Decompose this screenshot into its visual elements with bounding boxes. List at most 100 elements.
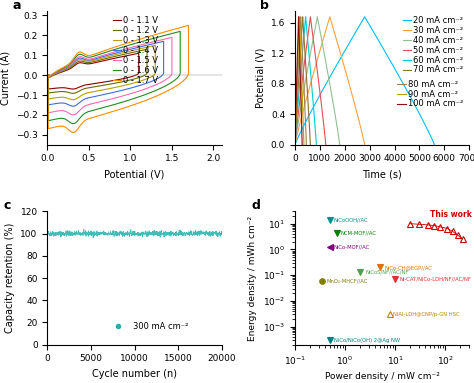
Text: NiCo-CH@EGP//AC: NiCo-CH@EGP//AC	[384, 265, 432, 270]
Text: NiCoOOH//AC: NiCoOOH//AC	[334, 218, 369, 223]
Line: 0 - 1.5 V: 0 - 1.5 V	[47, 38, 172, 115]
Y-axis label: Current (A): Current (A)	[0, 51, 10, 105]
0 - 1.5 V	[99, 99, 105, 103]
Text: b: b	[260, 0, 269, 12]
0 - 1.6 V	[103, 105, 109, 109]
Y-axis label: Potential (V): Potential (V)	[255, 48, 265, 108]
0 - 1.7 V	[159, 31, 164, 35]
0 - 1.7 V	[133, 102, 138, 106]
0 - 1.3 V	[88, 90, 94, 95]
0 - 1.5 V	[169, 35, 175, 40]
0 - 1.7 V	[101, 112, 107, 116]
0 - 1.1 V	[45, 73, 50, 77]
0 - 1.1 V	[63, 68, 69, 73]
0 - 1.2 V	[88, 85, 94, 90]
0 - 1.5 V	[155, 39, 160, 43]
0 - 1.2 V	[144, 47, 150, 52]
0 - 1.7 V	[45, 73, 50, 77]
Y-axis label: Capacity retention (%): Capacity retention (%)	[5, 223, 15, 333]
Text: NiCo/NiCo(OH) 2@Ag NW: NiCo/NiCo(OH) 2@Ag NW	[334, 338, 400, 343]
0 - 1.6 V	[128, 97, 133, 102]
0 - 1.1 V	[125, 53, 131, 58]
0 - 1.3 V	[153, 43, 158, 47]
Line: 0 - 1.4 V: 0 - 1.4 V	[47, 41, 164, 106]
0 - 1.7 V	[70, 130, 76, 135]
0 - 1.1 V	[82, 83, 87, 88]
0 - 1.6 V	[70, 121, 76, 126]
X-axis label: Power density / mW cm⁻²: Power density / mW cm⁻²	[325, 372, 439, 381]
0 - 1.3 V	[70, 97, 76, 102]
Line: 0 - 1.2 V: 0 - 1.2 V	[47, 49, 147, 93]
0 - 1.7 V	[45, 73, 50, 77]
0 - 1.3 V	[67, 65, 73, 70]
0 - 1.2 V	[125, 51, 131, 56]
0 - 1.1 V	[45, 73, 50, 77]
Text: c: c	[4, 199, 11, 212]
0 - 1.6 V	[45, 73, 50, 77]
0 - 1.6 V	[162, 33, 167, 38]
0 - 1.6 V	[98, 106, 104, 111]
X-axis label: Cycle number (n): Cycle number (n)	[92, 369, 177, 379]
0 - 1.2 V	[65, 67, 71, 71]
0 - 1.6 V	[72, 57, 77, 61]
0 - 1.5 V	[45, 73, 50, 77]
Text: NCM-MOF//AC: NCM-MOF//AC	[340, 230, 376, 235]
0 - 1.2 V	[132, 49, 138, 54]
Y-axis label: Energy density / mWh cm⁻²: Energy density / mWh cm⁻²	[248, 216, 257, 340]
0 - 1.4 V	[70, 104, 76, 108]
Legend: 80 mA cm⁻², 90 mA cm⁻², 100 mA cm⁻²: 80 mA cm⁻², 90 mA cm⁻², 100 mA cm⁻²	[394, 77, 467, 112]
0 - 1.4 V	[117, 88, 123, 93]
Legend: 300 mA cm⁻²: 300 mA cm⁻²	[106, 318, 191, 334]
0 - 1.2 V	[107, 82, 112, 87]
0 - 1.4 V	[45, 73, 50, 77]
Text: NiAl-LDH@CNP/p-GN HSC: NiAl-LDH@CNP/p-GN HSC	[393, 312, 459, 317]
Legend: 0 - 1.1 V, 0 - 1.2 V, 0 - 1.3 V, 0 - 1.4 V, 0 - 1.5 V, 0 - 1.6 V, 0 - 1.7 V: 0 - 1.1 V, 0 - 1.2 V, 0 - 1.3 V, 0 - 1.4…	[113, 16, 158, 85]
0 - 1.6 V	[177, 29, 183, 34]
0 - 1.4 V	[139, 44, 145, 49]
Text: This work: This work	[430, 210, 472, 219]
0 - 1.1 V	[118, 54, 124, 59]
0 - 1.7 V	[186, 23, 191, 28]
0 - 1.3 V	[45, 73, 50, 77]
0 - 1.2 V	[85, 85, 91, 90]
Line: 0 - 1.3 V: 0 - 1.3 V	[47, 45, 155, 100]
0 - 1.5 V	[70, 113, 76, 117]
0 - 1.2 V	[45, 73, 50, 77]
0 - 1.3 V	[140, 46, 146, 51]
Line: 0 - 1.7 V: 0 - 1.7 V	[47, 25, 189, 133]
0 - 1.4 V	[161, 39, 166, 44]
0 - 1.7 V	[73, 52, 79, 57]
0 - 1.5 V	[146, 41, 151, 46]
Text: Ni-CAT/NiCo-LDH/NF//AC/NF: Ni-CAT/NiCo-LDH/NF//AC/NF	[399, 277, 471, 282]
0 - 1.5 V	[70, 61, 76, 65]
Line: 0 - 1.1 V: 0 - 1.1 V	[47, 53, 139, 89]
0 - 1.1 V	[85, 82, 91, 87]
0 - 1.5 V	[122, 93, 128, 98]
0 - 1.4 V	[91, 94, 97, 99]
0 - 1.5 V	[45, 73, 50, 77]
Text: MnO₂-MHCF//AC: MnO₂-MHCF//AC	[326, 278, 367, 283]
X-axis label: Potential (V): Potential (V)	[104, 169, 165, 179]
0 - 1.1 V	[136, 51, 142, 56]
0 - 1.6 V	[45, 73, 50, 77]
X-axis label: Time (s): Time (s)	[362, 169, 402, 179]
Text: d: d	[251, 199, 260, 212]
0 - 1.3 V	[112, 85, 118, 90]
0 - 1.7 V	[107, 110, 112, 115]
0 - 1.4 V	[68, 63, 74, 67]
0 - 1.4 V	[45, 73, 50, 77]
0 - 1.5 V	[95, 100, 100, 105]
0 - 1.6 V	[152, 36, 158, 40]
0 - 1.1 V	[101, 80, 107, 84]
0 - 1.2 V	[70, 91, 76, 96]
0 - 1.4 V	[96, 93, 101, 98]
Text: NiCoS/NF//AC/NF: NiCoS/NF//AC/NF	[365, 270, 409, 275]
Line: 0 - 1.6 V: 0 - 1.6 V	[47, 31, 180, 124]
Text: NiCo-MOF//AC: NiCo-MOF//AC	[334, 245, 370, 250]
0 - 1.3 V	[92, 89, 98, 94]
Text: a: a	[12, 0, 21, 12]
0 - 1.4 V	[147, 42, 153, 47]
0 - 1.2 V	[45, 73, 50, 77]
0 - 1.7 V	[169, 28, 175, 32]
0 - 1.3 V	[132, 47, 137, 52]
